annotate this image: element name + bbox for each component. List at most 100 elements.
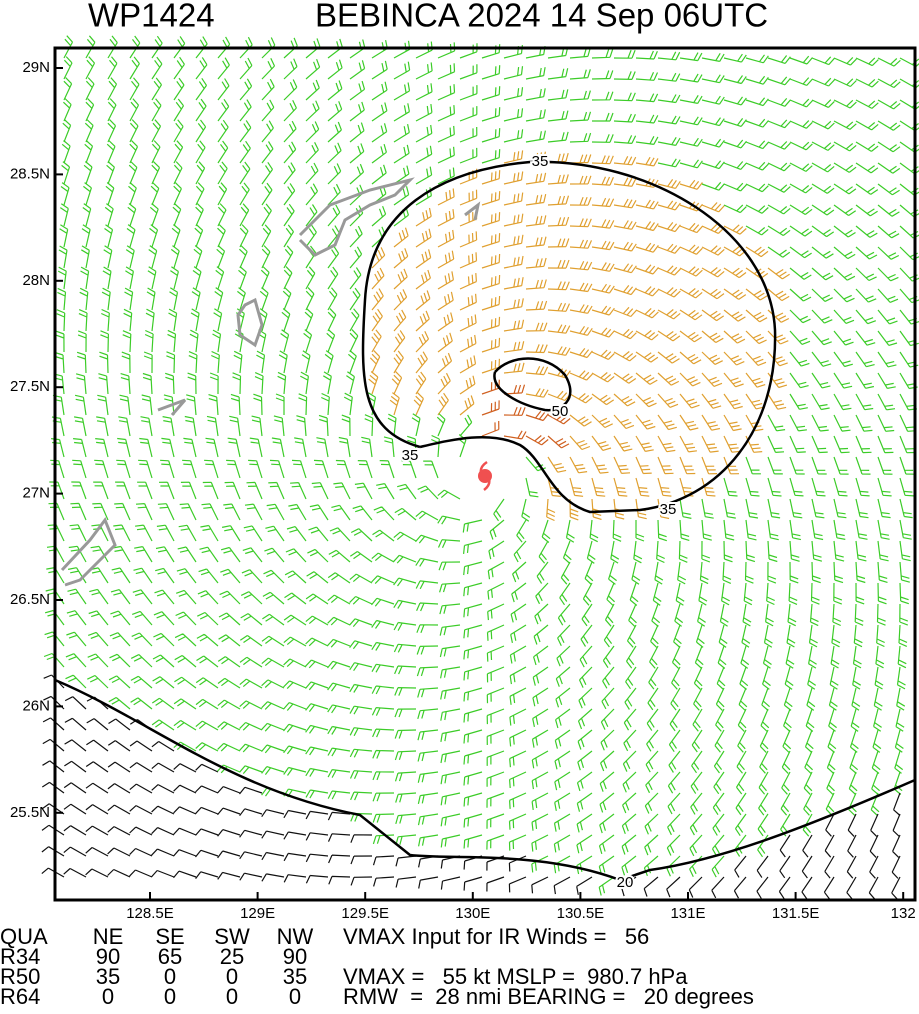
wind-barb: [437, 515, 461, 525]
wind-barb: [788, 582, 798, 605]
wind-barb: [371, 288, 384, 311]
wind-barb: [833, 204, 857, 216]
wind-barb: [415, 269, 431, 290]
wind-barb: [613, 198, 637, 209]
wind-barb: [846, 876, 857, 900]
wind-barb: [124, 287, 134, 311]
wind-barb: [195, 806, 219, 815]
wind-barb: [525, 130, 546, 143]
lat-label: 28N: [22, 272, 50, 289]
wind-barb: [440, 876, 461, 890]
storm-center: [478, 460, 492, 491]
wind-barb: [503, 129, 524, 143]
wind-barb: [151, 740, 175, 752]
wind-barb: [261, 141, 274, 164]
wind-barb: [217, 161, 228, 185]
wind-barb: [811, 561, 821, 584]
wind-barb: [503, 150, 524, 164]
wind-barb: [679, 116, 703, 126]
wind-barb: [592, 112, 614, 122]
wind-barb: [261, 99, 275, 122]
wind-barb: [195, 742, 219, 752]
wind-barb: [757, 834, 769, 858]
wind-barb: [161, 437, 175, 458]
wind-barb: [513, 540, 527, 563]
wind-barb: [767, 288, 790, 302]
wind-barb: [648, 666, 659, 690]
wind-barb: [690, 792, 703, 815]
wind-barb: [123, 308, 133, 332]
wind-barb: [111, 567, 131, 584]
wind-barb: [248, 459, 263, 479]
wind-barb: [459, 314, 477, 332]
wind-barb: [349, 246, 363, 269]
wind-barb: [569, 111, 592, 122]
wind-barb: [767, 372, 788, 389]
wind-barb: [538, 540, 549, 564]
wind-barb: [855, 519, 868, 540]
wind-barb: [767, 435, 785, 453]
wind-barb: [415, 124, 433, 143]
wind-barb: [591, 240, 615, 251]
wind-barb: [899, 435, 916, 454]
wind-barb: [217, 699, 241, 710]
wind-barb: [855, 540, 867, 562]
wind-barb: [657, 414, 677, 431]
wind-barb: [115, 481, 131, 500]
wind-barb: [591, 305, 615, 316]
wind-barb: [393, 123, 410, 143]
wind-barb: [635, 136, 659, 145]
wind-barb: [109, 653, 131, 668]
wind-barb: [71, 481, 87, 500]
wind-barb: [152, 676, 175, 689]
wind-barb: [833, 99, 857, 109]
wind-barb: [591, 91, 614, 101]
wind-barb: [894, 750, 904, 774]
wind-barb: [569, 47, 591, 59]
wind-barb: [416, 602, 439, 612]
wind-barb: [745, 372, 766, 388]
wind-barb: [195, 36, 208, 59]
wind-barb: [306, 571, 329, 584]
wind-barb: [723, 498, 736, 519]
wind-barb: [217, 829, 241, 837]
wind-barb: [657, 435, 676, 453]
wind-barb: [508, 813, 527, 830]
wind-barb: [282, 287, 292, 311]
wind-barb: [586, 540, 596, 564]
wind-barb: [357, 460, 373, 479]
wind-barb: [173, 161, 183, 185]
wind-barb: [525, 236, 547, 248]
wind-barb: [547, 477, 561, 497]
wind-barb: [308, 526, 329, 542]
wind-barb: [569, 304, 593, 314]
wind-barb: [116, 459, 131, 479]
wind-barb: [217, 57, 230, 80]
wind-barb: [486, 876, 505, 892]
wind-barb: [393, 61, 411, 80]
wind-barb: [217, 98, 230, 122]
wind-barb: [57, 266, 67, 290]
wind-barb: [635, 477, 650, 497]
wind-barb: [110, 610, 131, 626]
wind-barb: [105, 182, 115, 206]
wind-barb: [874, 666, 884, 690]
wind-barb: [173, 140, 184, 164]
wind-barb: [157, 503, 175, 521]
wind-barb: [833, 141, 857, 152]
wind-barb: [84, 140, 94, 164]
wind-barb: [557, 603, 571, 626]
wind-barb: [899, 540, 911, 562]
wind-barb: [546, 498, 556, 522]
wind-barb: [173, 827, 197, 836]
wind-barb: [736, 750, 747, 774]
wind-barb: [239, 678, 263, 689]
wind-barb: [327, 121, 342, 143]
wind-barb: [224, 481, 241, 500]
wind-barb: [613, 328, 637, 340]
wind-barb: [833, 393, 852, 411]
wind-barb: [301, 350, 311, 374]
wind-barb: [712, 792, 725, 816]
wind-barb: [745, 498, 759, 519]
